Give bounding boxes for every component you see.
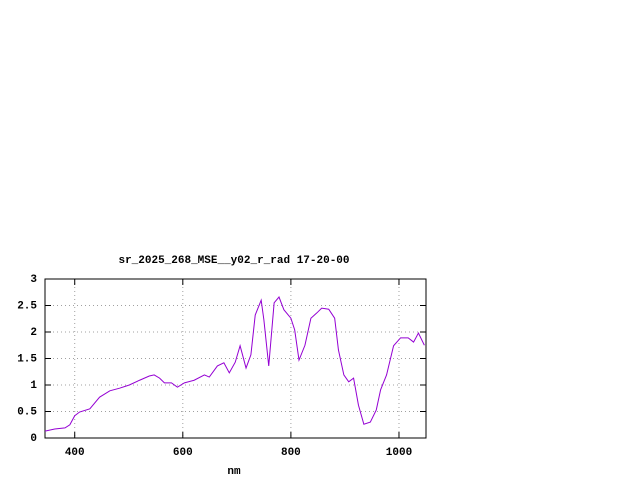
x-axis-label: nm — [227, 466, 241, 478]
chart-title: sr_2025_268_MSE__y02_r_rad 17-20-00 — [118, 255, 349, 267]
y-tick-label: 1 — [30, 380, 37, 392]
x-tick-label: 600 — [173, 447, 193, 459]
y-tick-label: 3 — [30, 274, 37, 286]
y-tick-label: 2.5 — [17, 300, 37, 312]
y-tick-label: 2 — [30, 327, 37, 339]
x-tick-label: 800 — [281, 447, 301, 459]
y-tick-label: 0.5 — [17, 406, 37, 418]
plot-frame — [44, 278, 427, 439]
y-tick-label: 0 — [30, 433, 37, 445]
y-tick-label: 1.5 — [17, 353, 37, 365]
data-line — [44, 296, 425, 432]
x-tick-label: 400 — [65, 447, 85, 459]
x-tick-label: 1000 — [386, 447, 412, 459]
